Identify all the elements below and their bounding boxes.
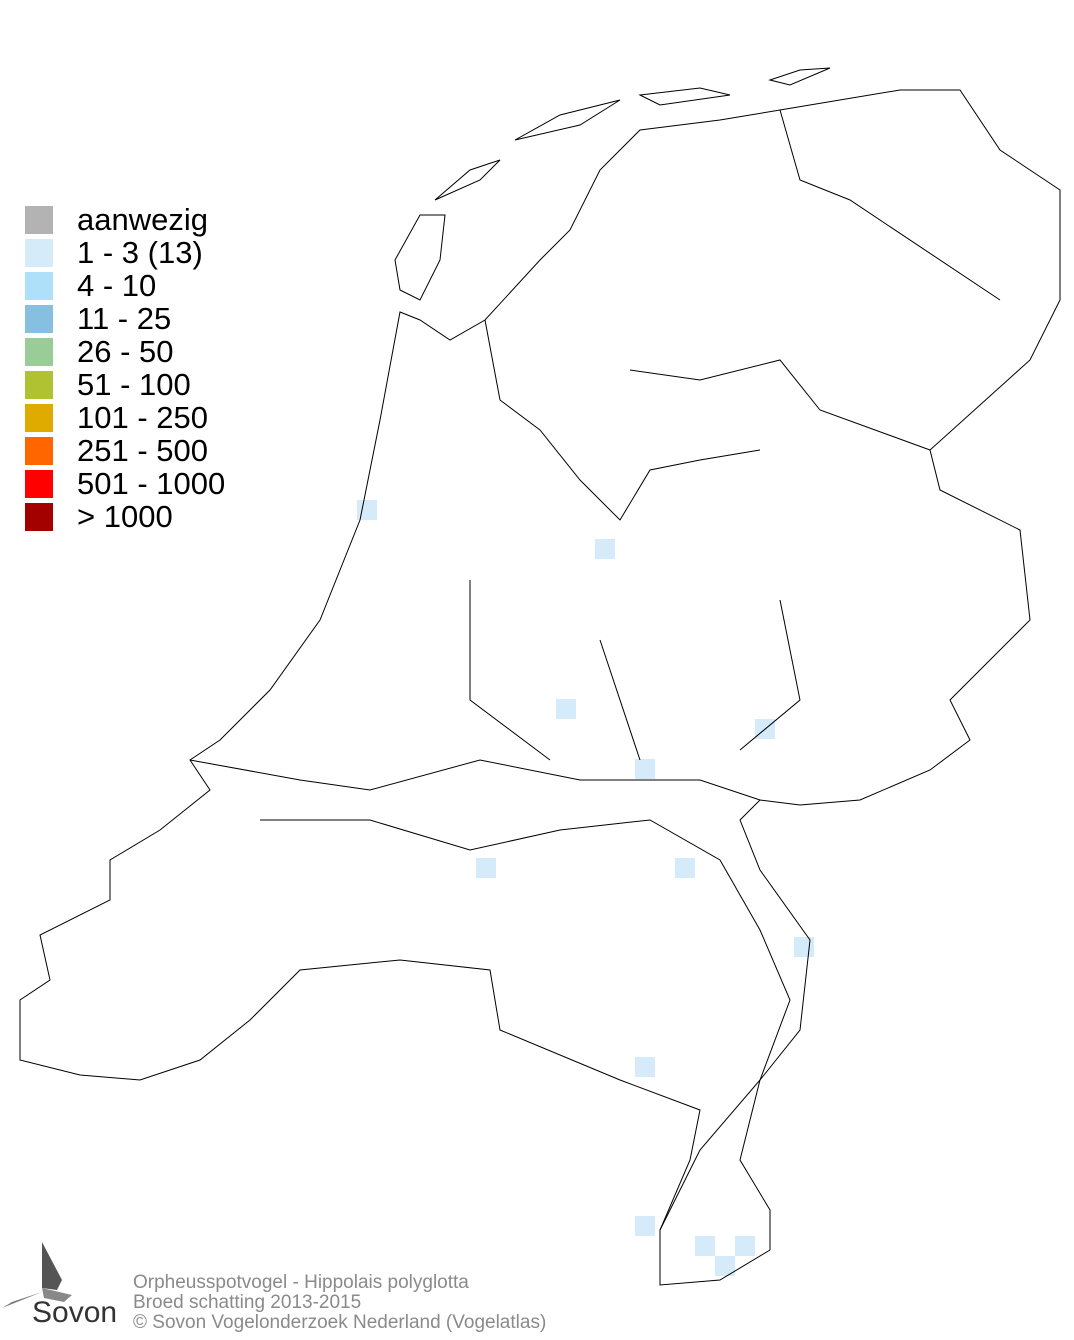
legend-swatch [25, 469, 53, 498]
island-vlieland [434, 159, 501, 201]
legend-item: 4 - 10 [25, 269, 225, 302]
legend-item: > 1000 [25, 500, 225, 533]
province-border-ijsselmeer [484, 319, 761, 521]
island-terschelling [514, 99, 621, 141]
legend-label: aanwezig [77, 202, 208, 237]
legend-item: 501 - 1000 [25, 467, 225, 500]
legend-label: 11 - 25 [77, 301, 172, 336]
map-outline [19, 67, 1061, 1286]
observation-cell [595, 539, 615, 559]
legend-label: 26 - 50 [77, 334, 174, 369]
legend-swatch [25, 271, 53, 300]
observation-cell [715, 1256, 735, 1276]
legend-item: 1 - 3 (13) [25, 236, 225, 269]
province-border-center [469, 580, 801, 761]
island-texel [394, 214, 446, 301]
legend-swatch [25, 205, 53, 234]
observation-cell [794, 937, 814, 957]
island-schiermonnikoog [768, 67, 831, 86]
observation-cell [735, 1236, 755, 1256]
observation-cell [556, 699, 576, 719]
legend-label: > 1000 [77, 499, 173, 534]
legend-label: 501 - 1000 [77, 466, 226, 501]
legend-item: 51 - 100 [25, 368, 225, 401]
legend: aanwezig 1 - 3 (13) 4 - 10 11 - 25 26 - 50 51… [25, 203, 225, 533]
legend-item: 251 - 500 [25, 434, 225, 467]
legend-label: 1 - 3 (13) [77, 235, 203, 270]
legend-swatch [25, 403, 53, 432]
observation-cell [635, 759, 655, 779]
map-caption: Orpheusspotvogel - Hippolais polyglotta … [133, 1273, 546, 1333]
legend-item: 11 - 25 [25, 302, 225, 335]
legend-label: 101 - 250 [77, 400, 208, 435]
sovon-logo-text: Sovon [32, 1296, 118, 1329]
legend-item: aanwezig [25, 203, 225, 236]
legend-swatch [25, 337, 53, 366]
province-border-east [629, 109, 1001, 451]
mainland-outline [19, 89, 1061, 1286]
legend-label: 251 - 500 [77, 433, 208, 468]
copyright: © Sovon Vogelonderzoek Nederland (Vogela… [133, 1312, 547, 1333]
observation-cell [695, 1236, 715, 1256]
observation-cell [635, 1057, 655, 1077]
legend-item: 101 - 250 [25, 401, 225, 434]
observation-cell [675, 858, 695, 878]
legend-swatch [25, 304, 53, 333]
legend-label: 51 - 100 [77, 367, 191, 402]
observation-cells [357, 500, 814, 1276]
legend-label: 4 - 10 [77, 268, 157, 303]
legend-swatch [25, 238, 53, 267]
river-maas [260, 819, 791, 1231]
observation-cell [357, 500, 377, 520]
legend-swatch [25, 370, 53, 399]
observation-cell [635, 1216, 655, 1236]
legend-swatch [25, 502, 53, 531]
survey-period: Broed schatting 2013-2015 [133, 1292, 362, 1313]
species-title: Orpheusspotvogel - Hippolais polyglotta [133, 1272, 469, 1293]
island-ameland [638, 87, 731, 106]
river-rhine [189, 759, 761, 801]
observation-cell [476, 858, 496, 878]
legend-swatch [25, 436, 53, 465]
swallow-icon [2, 1242, 72, 1308]
legend-item: 26 - 50 [25, 335, 225, 368]
